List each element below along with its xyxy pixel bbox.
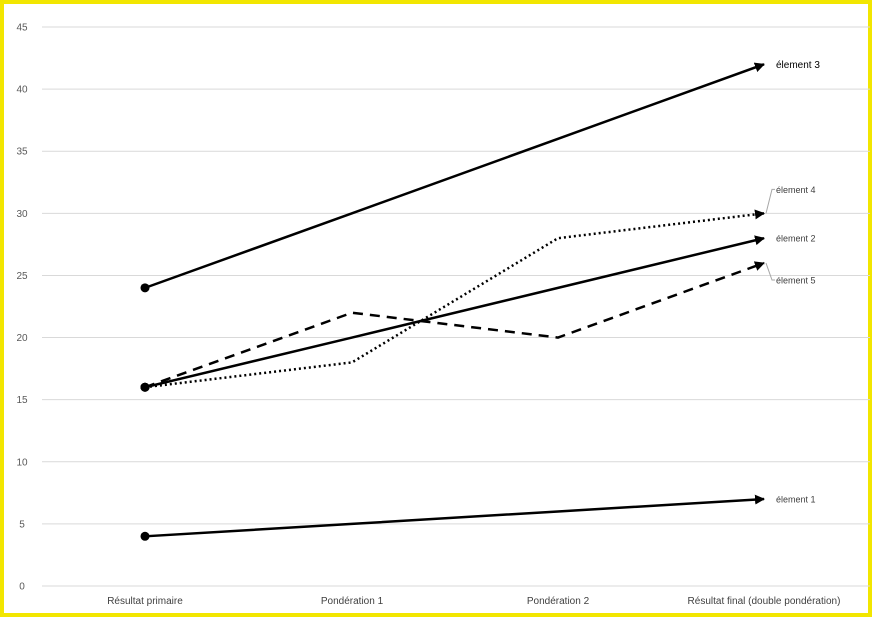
y-tick-label: 35 (16, 147, 28, 158)
series-line-2 (144, 235, 765, 389)
series-label: élement 5 (776, 276, 816, 286)
y-tick-label: 0 (19, 582, 25, 593)
series-line-5 (144, 261, 765, 389)
series-label: élement 2 (776, 234, 816, 244)
y-tick-label: 45 (16, 23, 28, 34)
series-line-3 (144, 62, 765, 290)
series-label-leader (765, 262, 775, 281)
y-tick-label: 15 (16, 395, 28, 406)
y-tick-label: 30 (16, 209, 28, 220)
x-tick-label: Résultat final (double pondération) (688, 596, 841, 607)
series-label: élement 3 (776, 60, 820, 71)
series-label-leader (765, 188, 775, 214)
y-tick-label: 5 (19, 519, 25, 530)
series-start-point (140, 531, 150, 541)
series-line-1 (144, 494, 765, 538)
line-chart: 0 5 10 15 20 25 30 35 40 45 Résultat primaire Pondé… (16, 23, 870, 607)
y-tick-label: 20 (16, 333, 28, 344)
x-tick-label: Pondération 2 (527, 596, 590, 607)
y-tick-label: 25 (16, 271, 28, 282)
series-label: élement 4 (776, 185, 816, 195)
x-tick-label: Résultat primaire (107, 596, 183, 607)
series-label: élement 1 (776, 495, 816, 505)
series-line-4 (144, 209, 765, 389)
y-tick-label: 10 (16, 457, 28, 468)
series-start-point (140, 283, 150, 293)
x-tick-label: Pondération 1 (321, 596, 384, 607)
series-start-point (140, 382, 150, 392)
y-tick-label: 40 (16, 85, 28, 96)
